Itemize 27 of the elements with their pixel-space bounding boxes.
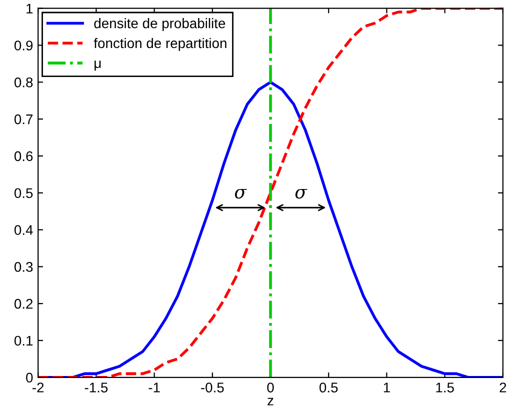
y-tick-label: 0.8 xyxy=(14,77,33,88)
annotation: σ xyxy=(295,188,308,199)
x-tick-label: 0 xyxy=(267,382,274,392)
legend-label: densite de probabilite xyxy=(94,18,226,32)
y-tick-label: 0.6 xyxy=(14,151,33,162)
y-tick-label: 0.9 xyxy=(14,40,33,50)
x-tick-label: 1.5 xyxy=(436,382,454,392)
y-tick-label: 0.1 xyxy=(14,336,33,346)
y-tick-label: 0.2 xyxy=(14,298,33,309)
legend-label: μ xyxy=(94,60,101,71)
legend-label: fonction de repartition xyxy=(94,38,226,51)
x-tick-label: -2 xyxy=(32,382,44,392)
y-tick-label: 1 xyxy=(26,4,33,14)
y-tick-label: 0.5 xyxy=(14,188,33,198)
line-series xyxy=(38,8,503,378)
y-tick-label: 0.4 xyxy=(14,225,33,235)
x-tick-label: -1 xyxy=(148,382,160,392)
x-tick-label: 0.5 xyxy=(320,382,338,392)
x-axis-title: z xyxy=(268,398,274,406)
x-tick-label: -0.5 xyxy=(201,382,224,392)
y-tick-label: 0.7 xyxy=(14,114,33,124)
y-tick-label: 0 xyxy=(26,372,33,383)
y-tick-label: 0.3 xyxy=(14,262,33,272)
x-tick-label: -1.5 xyxy=(84,382,108,392)
x-tick-label: 2 xyxy=(500,382,506,392)
x-tick-label: 1 xyxy=(384,382,390,392)
annotation: σ xyxy=(234,188,247,199)
